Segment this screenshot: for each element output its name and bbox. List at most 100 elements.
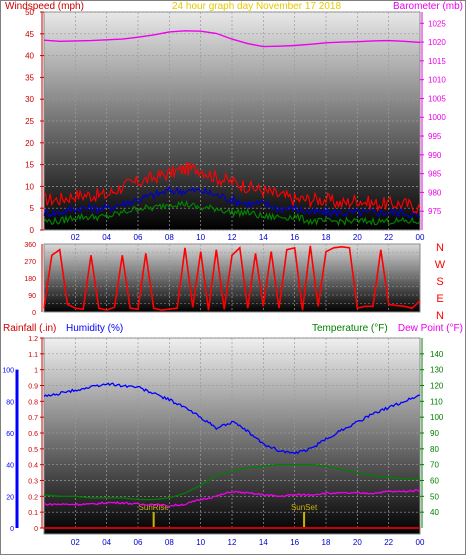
x-tick-label: 22	[384, 233, 393, 242]
temperature-line	[43, 464, 420, 501]
temperature-tick-label: 90	[430, 429, 439, 438]
compass-label: N	[436, 242, 444, 254]
dewpoint-line	[43, 488, 421, 508]
rainfall-tick-label: 0	[34, 526, 38, 533]
rainfall-tick-label: 1.1	[28, 352, 38, 359]
x-tick-label: 08	[165, 233, 174, 242]
rainfall-tick-label: 0.2	[28, 494, 38, 501]
windspeed-tick-label: 50	[25, 8, 34, 17]
sunrise-label: SunRise	[139, 503, 170, 512]
x-tick-label: 22	[384, 538, 393, 547]
grid-lines	[44, 11, 420, 529]
x-tick-label: 06	[134, 538, 143, 547]
temperature-tick-label: 100	[430, 413, 444, 422]
windspeed-axis-label: Windspeed (mph)	[5, 1, 84, 12]
windspeed-tick-label: 5	[30, 204, 35, 213]
barometer-tick-label: 1010	[428, 76, 446, 85]
compass-label: S	[436, 276, 443, 288]
sunset-label: SunSet	[291, 503, 318, 512]
windspeed-tick-label: 35	[25, 73, 34, 82]
humidity-tick-label: 40	[6, 463, 14, 470]
barometer-tick-label: 995	[428, 132, 442, 141]
x-tick-label: 04	[102, 233, 111, 242]
direction-tick-label: 0	[32, 310, 36, 317]
wind-gust-line	[43, 162, 421, 215]
compass-label: W	[435, 259, 446, 271]
x-tick-label: 16	[290, 233, 299, 242]
temperature-axis-label: Temperature (°F)	[312, 323, 388, 334]
compass-label: N	[436, 310, 444, 322]
rainfall-tick-label: 0.9	[28, 384, 38, 391]
x-tick-label: 20	[353, 538, 362, 547]
rainfall-tick-label: 0.4	[28, 463, 38, 470]
x-tick-label: 12	[228, 538, 237, 547]
windspeed-tick-label: 0	[30, 226, 35, 235]
temperature-tick-label: 50	[430, 492, 439, 501]
compass-label: E	[436, 293, 443, 305]
temperature-tick-label: 120	[430, 382, 444, 391]
rainfall-axis-label: Rainfall (.in)	[3, 323, 56, 334]
humidity-line	[43, 382, 421, 455]
barometer-tick-label: 980	[428, 188, 442, 197]
x-tick-label: 02	[71, 538, 80, 547]
direction-tick-label: 90	[28, 293, 36, 300]
humidity-tick-label: 0	[10, 526, 14, 533]
temperature-tick-label: 40	[430, 508, 439, 517]
x-tick-label: 14	[259, 233, 268, 242]
x-tick-label: 10	[196, 233, 205, 242]
barometer-axis-label: Barometer (mb)	[393, 1, 463, 12]
temperature-tick-label: 80	[430, 445, 439, 454]
x-tick-label: 08	[165, 538, 174, 547]
x-tick-label: 18	[322, 233, 331, 242]
windspeed-tick-label: 45	[25, 30, 34, 39]
humidity-axis-label: Humidity (%)	[66, 323, 123, 334]
wind-direction-line	[43, 245, 421, 311]
temperature-tick-label: 130	[430, 366, 444, 375]
rainfall-tick-label: 1.2	[28, 336, 38, 343]
x-tick-label: 14	[259, 538, 268, 547]
rainfall-tick-label: 0.7	[28, 415, 38, 422]
x-tick-label: 16	[290, 538, 299, 547]
wind-average-line	[43, 185, 421, 219]
dewpoint-axis-label: Dew Point (°F)	[398, 323, 463, 334]
barometer-tick-label: 1000	[428, 113, 446, 122]
rainfall-tick-label: 0.6	[28, 431, 38, 438]
humidity-tick-label: 20	[6, 494, 14, 501]
rainfall-tick-label: 0.3	[28, 479, 38, 486]
humidity-tick-label: 100	[2, 368, 14, 375]
x-tick-label: 00	[416, 233, 425, 242]
x-tick-label: 04	[102, 538, 111, 547]
windspeed-tick-label: 40	[25, 52, 34, 61]
x-tick-label: 12	[228, 233, 237, 242]
rainfall-tick-label: 0.5	[28, 447, 38, 454]
temperature-tick-label: 140	[430, 350, 444, 359]
barometer-tick-label: 985	[428, 170, 442, 179]
windspeed-tick-label: 15	[25, 161, 34, 170]
barometer-tick-label: 1025	[428, 19, 446, 28]
x-tick-label: 00	[416, 538, 425, 547]
rainfall-tick-label: 0.1	[28, 510, 38, 517]
barometer-line	[43, 30, 421, 48]
barometer-tick-label: 990	[428, 151, 442, 160]
x-tick-label: 06	[134, 233, 143, 242]
windspeed-tick-label: 20	[25, 139, 34, 148]
wind-low-line	[43, 199, 421, 227]
barometer-tick-label: 1015	[428, 57, 446, 66]
x-tick-label: 18	[322, 538, 331, 547]
x-tick-label: 02	[71, 233, 80, 242]
humidity-tick-label: 60	[6, 431, 14, 438]
humidity-tick-label: 80	[6, 399, 14, 406]
temperature-tick-label: 60	[430, 477, 439, 486]
barometer-tick-label: 1005	[428, 94, 446, 103]
windspeed-tick-label: 30	[25, 95, 34, 104]
graph-title: 24 hour graph day November 17 2018	[172, 1, 341, 12]
axis-ticks: 0510152025303540455097598098599099510001…	[2, 8, 446, 547]
direction-tick-label: 180	[24, 276, 36, 283]
x-tick-label: 10	[196, 538, 205, 547]
barometer-tick-label: 975	[428, 207, 442, 216]
windspeed-tick-label: 10	[25, 182, 34, 191]
rainfall-tick-label: 1	[34, 368, 38, 375]
plot-lines: SunRise SunSet	[43, 30, 421, 529]
